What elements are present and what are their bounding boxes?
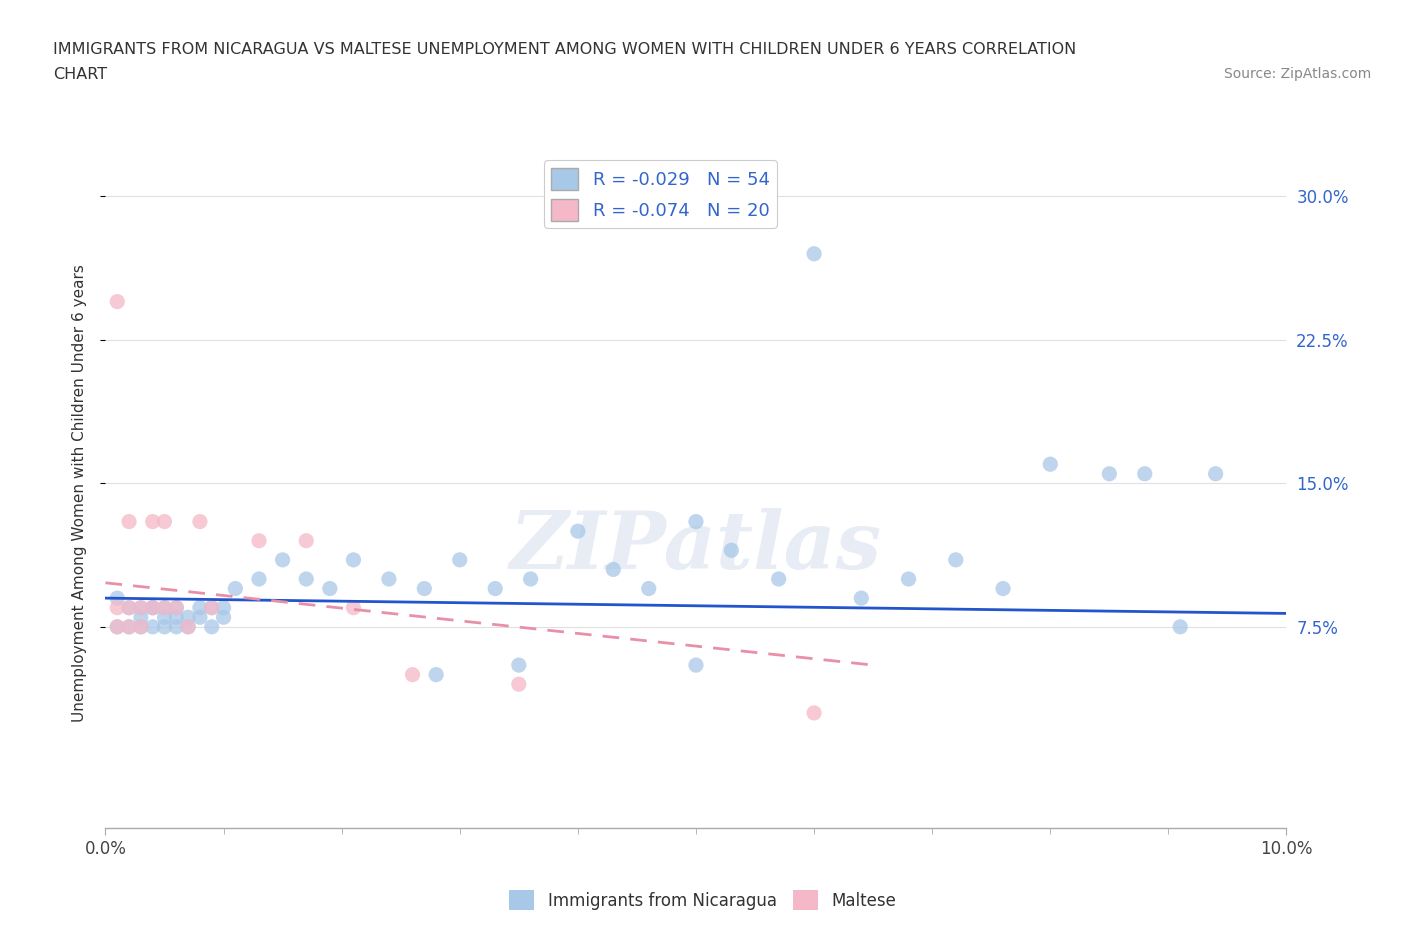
Point (142, 600, 165, 615)
Point (142, 600, 165, 615)
Point (105, 619, 128, 634)
Point (118, 514, 141, 529)
Point (851, 591, 873, 605)
Point (342, 552, 364, 567)
Point (177, 619, 200, 634)
Point (142, 619, 165, 634)
Point (449, 552, 471, 567)
Point (212, 610, 235, 625)
Point (129, 600, 152, 615)
Point (295, 533, 318, 548)
Point (165, 600, 187, 615)
Text: CHART: CHART (53, 67, 107, 82)
Point (153, 610, 176, 625)
Point (118, 619, 141, 634)
Point (165, 610, 187, 625)
Point (685, 658, 707, 672)
Point (685, 514, 707, 529)
Point (118, 619, 141, 634)
Y-axis label: Unemployment Among Women with Children Under 6 years: Unemployment Among Women with Children U… (72, 264, 87, 722)
Point (413, 581, 436, 596)
Point (188, 600, 211, 615)
Point (567, 524, 589, 538)
Point (142, 514, 165, 529)
Point (165, 600, 187, 615)
Point (105, 600, 128, 615)
Point (129, 600, 152, 615)
Point (247, 572, 270, 587)
Point (153, 600, 176, 615)
Point (105, 294, 128, 309)
Text: Source: ZipAtlas.com: Source: ZipAtlas.com (1223, 67, 1371, 81)
Point (201, 600, 224, 615)
Point (153, 514, 176, 529)
Point (153, 600, 176, 615)
Point (271, 552, 294, 567)
Point (188, 514, 211, 529)
Point (768, 572, 790, 587)
Point (991, 581, 1014, 596)
Point (484, 581, 506, 596)
Point (129, 619, 152, 634)
Point (1168, 619, 1191, 634)
Point (1039, 457, 1062, 472)
Point (1133, 466, 1156, 481)
Point (803, 706, 825, 721)
Text: IMMIGRANTS FROM NICARAGUA VS MALTESE UNEMPLOYMENT AMONG WOMEN WITH CHILDREN UNDE: IMMIGRANTS FROM NICARAGUA VS MALTESE UNE… (53, 42, 1077, 57)
Point (720, 543, 742, 558)
Point (201, 619, 224, 634)
Point (897, 572, 920, 587)
Point (342, 600, 364, 615)
Legend: R = -0.029   N = 54, R = -0.074   N = 20: R = -0.029 N = 54, R = -0.074 N = 20 (544, 161, 778, 228)
Point (118, 600, 141, 615)
Point (224, 581, 246, 596)
Point (129, 610, 152, 625)
Legend: Immigrants from Nicaragua, Maltese: Immigrants from Nicaragua, Maltese (503, 884, 903, 917)
Point (519, 572, 541, 587)
Point (508, 658, 530, 672)
Point (602, 562, 624, 577)
Point (177, 610, 200, 625)
Point (177, 619, 200, 634)
Point (508, 677, 530, 692)
Point (401, 667, 423, 682)
Point (319, 581, 342, 596)
Point (425, 667, 447, 682)
Point (165, 619, 187, 634)
Point (1098, 466, 1121, 481)
Point (945, 552, 967, 567)
Point (142, 600, 165, 615)
Point (1205, 466, 1227, 481)
Point (201, 600, 224, 615)
Point (129, 619, 152, 634)
Point (637, 581, 659, 596)
Point (378, 572, 401, 587)
Point (105, 619, 128, 634)
Point (188, 610, 211, 625)
Point (295, 572, 318, 587)
Point (247, 533, 270, 548)
Point (212, 600, 235, 615)
Text: ZIPatlas: ZIPatlas (510, 508, 882, 585)
Point (105, 591, 128, 605)
Point (118, 600, 141, 615)
Point (153, 619, 176, 634)
Point (803, 246, 825, 261)
